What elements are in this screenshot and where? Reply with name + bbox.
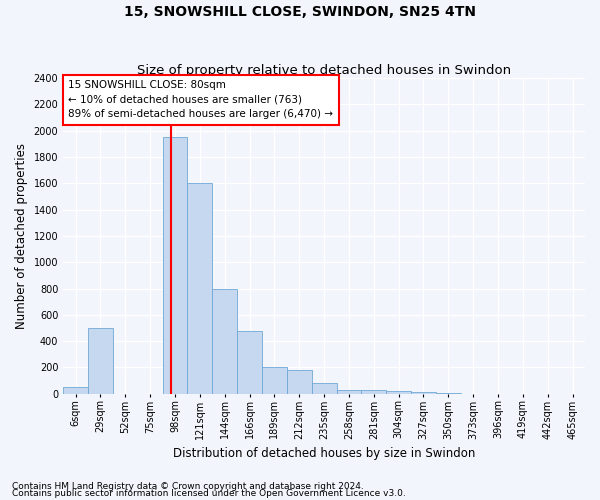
Bar — [187, 184, 212, 394]
Bar — [337, 390, 361, 394]
Bar — [88, 328, 113, 394]
Text: Contains HM Land Registry data © Crown copyright and database right 2024.: Contains HM Land Registry data © Crown c… — [12, 482, 364, 491]
Bar — [262, 368, 287, 394]
Y-axis label: Number of detached properties: Number of detached properties — [15, 143, 28, 329]
Text: 15 SNOWSHILL CLOSE: 80sqm
← 10% of detached houses are smaller (763)
89% of semi: 15 SNOWSHILL CLOSE: 80sqm ← 10% of detac… — [68, 80, 334, 120]
X-axis label: Distribution of detached houses by size in Swindon: Distribution of detached houses by size … — [173, 447, 475, 460]
Bar — [163, 138, 187, 394]
Text: 15, SNOWSHILL CLOSE, SWINDON, SN25 4TN: 15, SNOWSHILL CLOSE, SWINDON, SN25 4TN — [124, 5, 476, 19]
Bar — [63, 387, 88, 394]
Title: Size of property relative to detached houses in Swindon: Size of property relative to detached ho… — [137, 64, 511, 77]
Bar — [436, 393, 461, 394]
Bar — [212, 288, 237, 394]
Bar — [237, 330, 262, 394]
Text: Contains public sector information licensed under the Open Government Licence v3: Contains public sector information licen… — [12, 490, 406, 498]
Bar — [411, 392, 436, 394]
Bar — [287, 370, 311, 394]
Bar — [386, 391, 411, 394]
Bar — [361, 390, 386, 394]
Bar — [311, 383, 337, 394]
